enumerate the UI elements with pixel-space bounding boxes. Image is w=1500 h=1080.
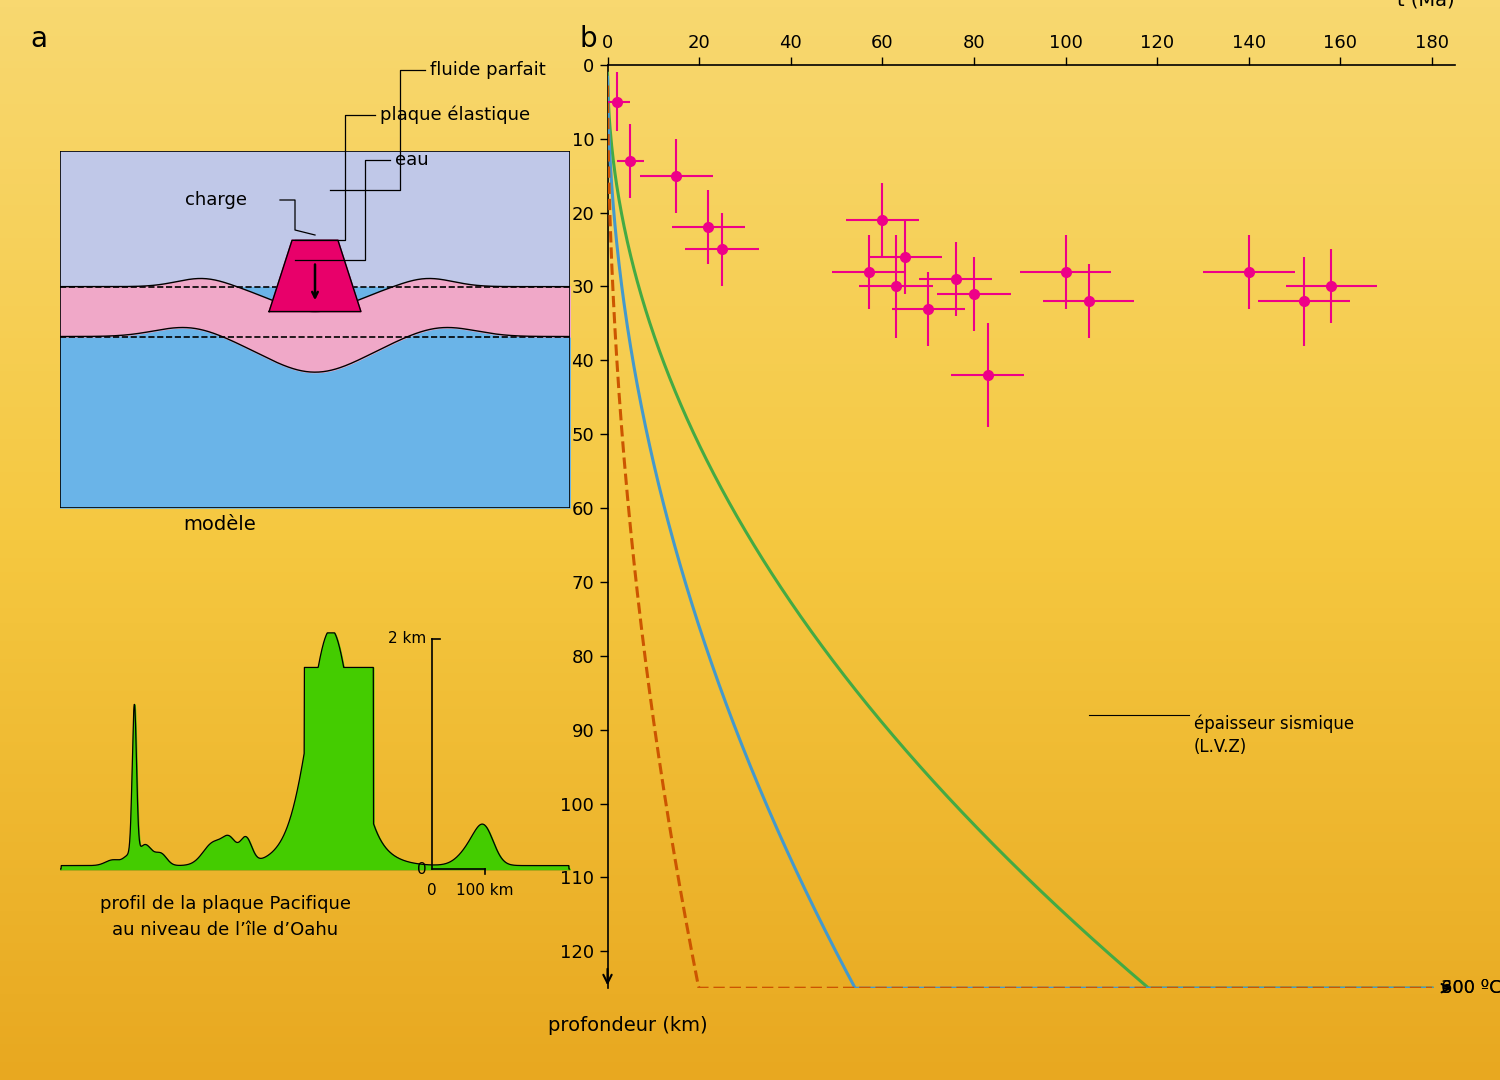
Text: 0: 0 xyxy=(427,882,436,897)
Text: profil de la plaque Pacifique
au niveau de l’île d’Oahu: profil de la plaque Pacifique au niveau … xyxy=(99,895,351,940)
Text: modèle: modèle xyxy=(183,515,256,534)
Text: b: b xyxy=(580,25,597,53)
Text: épaisseur sismique
(L.V.Z): épaisseur sismique (L.V.Z) xyxy=(1194,715,1354,756)
Text: fluide parfait: fluide parfait xyxy=(430,60,546,79)
Polygon shape xyxy=(268,240,362,311)
Text: 2 km: 2 km xyxy=(388,631,426,646)
Text: profondeur (km): profondeur (km) xyxy=(548,1016,708,1035)
Text: 100 km: 100 km xyxy=(456,882,513,897)
Text: t (Ma): t (Ma) xyxy=(1398,0,1455,10)
Text: plaque élastique: plaque élastique xyxy=(380,106,530,124)
Text: 600 ºC: 600 ºC xyxy=(1442,980,1500,997)
Text: 0: 0 xyxy=(417,862,426,877)
Text: eau: eau xyxy=(394,151,429,168)
Text: charge: charge xyxy=(184,191,248,210)
Text: 300 ºC: 300 ºC xyxy=(1442,980,1500,997)
Text: a: a xyxy=(30,25,46,53)
Bar xyxy=(60,151,570,286)
